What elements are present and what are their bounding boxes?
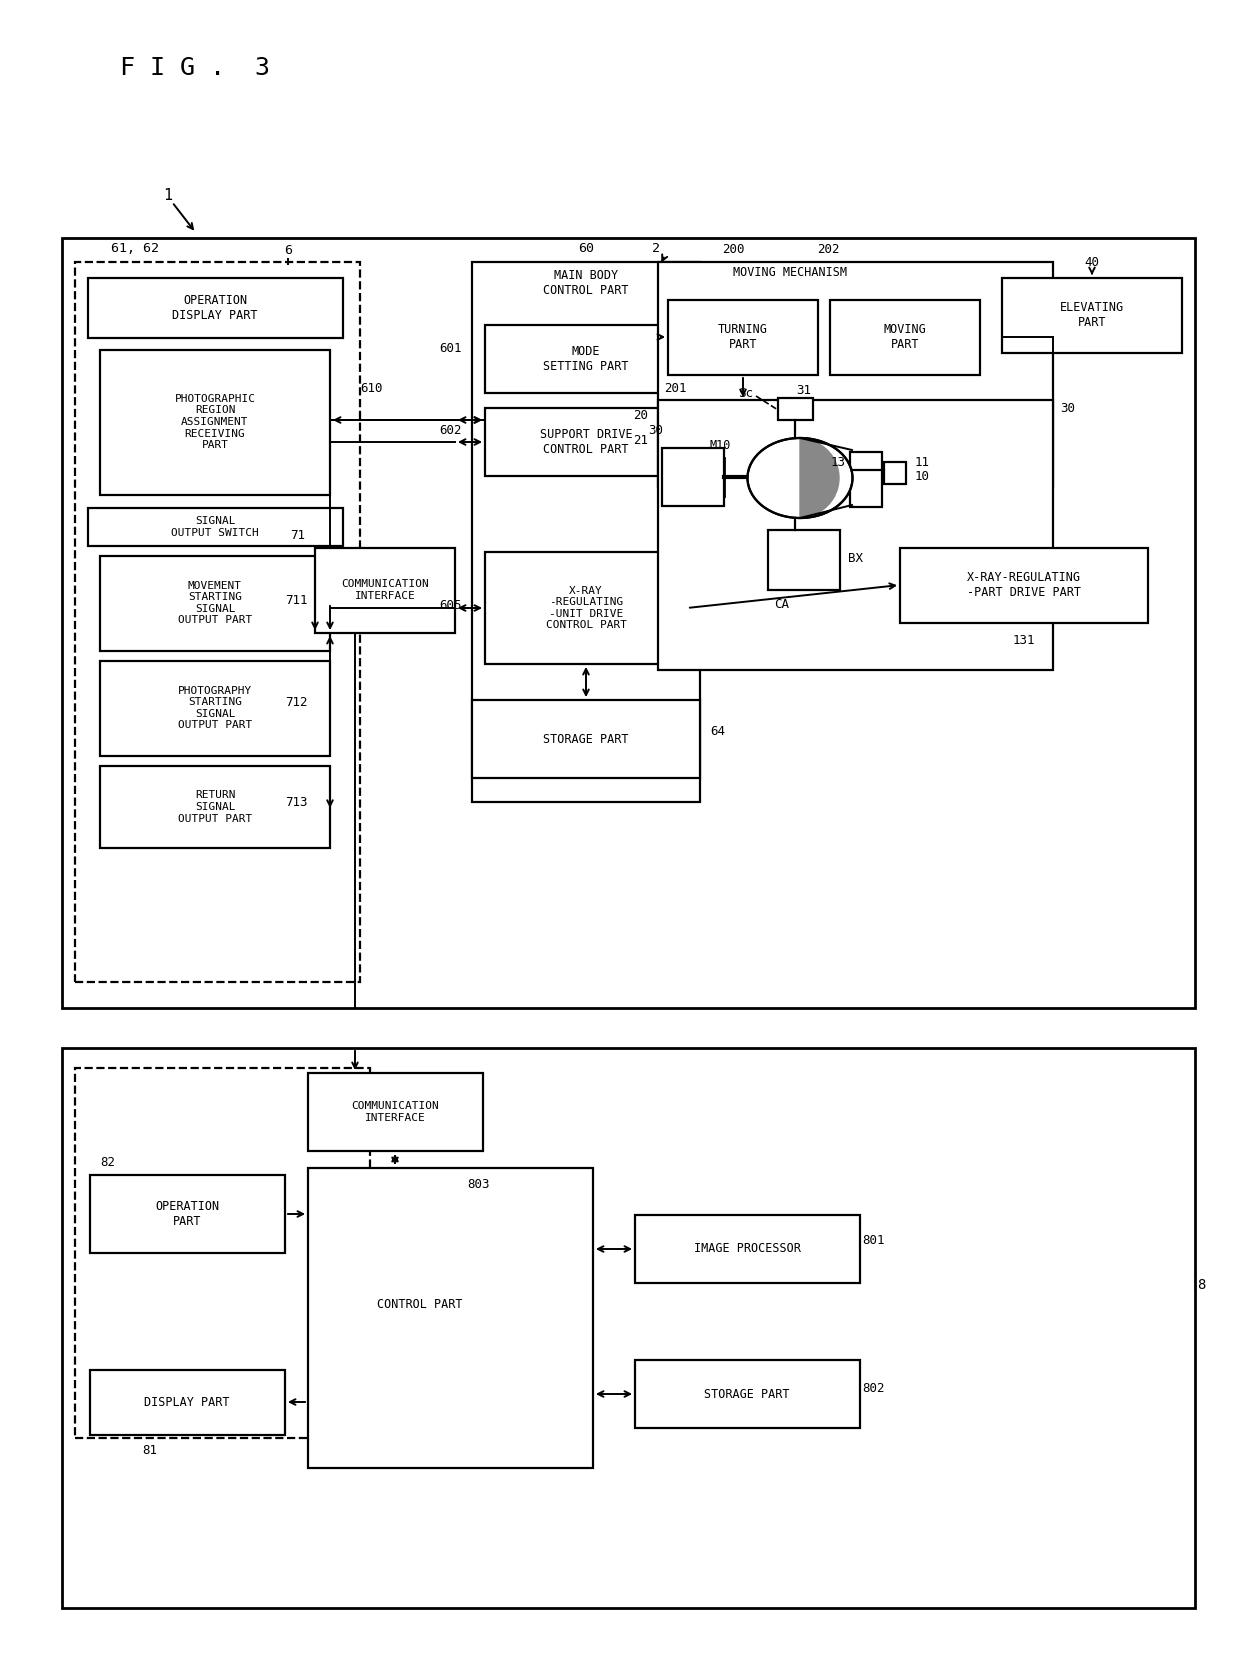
Bar <box>635 1215 861 1283</box>
Text: MOVEMENT
STARTING
SIGNAL
OUTPUT PART: MOVEMENT STARTING SIGNAL OUTPUT PART <box>177 580 252 625</box>
Bar <box>884 461 906 485</box>
Text: TURNING
PART: TURNING PART <box>718 323 768 352</box>
Text: SIGNAL
OUTPUT SWITCH: SIGNAL OUTPUT SWITCH <box>171 516 259 538</box>
Text: ELEVATING
PART: ELEVATING PART <box>1060 302 1125 328</box>
Text: 31: 31 <box>796 383 811 397</box>
Text: OPERATION
DISPLAY PART: OPERATION DISPLAY PART <box>172 293 258 322</box>
Text: BX: BX <box>848 551 863 565</box>
Text: 82: 82 <box>100 1156 115 1168</box>
Bar <box>768 530 839 590</box>
Text: MODE
SETTING PART: MODE SETTING PART <box>543 345 629 373</box>
Text: STORAGE PART: STORAGE PART <box>543 733 629 745</box>
Text: 713: 713 <box>285 795 308 808</box>
Text: PHOTOGRAPHY
STARTING
SIGNAL
OUTPUT PART: PHOTOGRAPHY STARTING SIGNAL OUTPUT PART <box>177 686 252 730</box>
Text: 202: 202 <box>817 243 839 255</box>
Text: 20: 20 <box>632 408 649 421</box>
Ellipse shape <box>748 438 853 518</box>
Text: X-RAY-REGULATING
-PART DRIVE PART: X-RAY-REGULATING -PART DRIVE PART <box>967 571 1081 600</box>
Bar <box>485 325 687 393</box>
Text: MOVING
PART: MOVING PART <box>884 323 926 352</box>
Bar <box>472 262 701 801</box>
Text: 201: 201 <box>663 382 687 395</box>
Bar <box>658 262 1053 486</box>
Text: COMMUNICATION
INTERFACE: COMMUNICATION INTERFACE <box>351 1101 439 1123</box>
Text: 711: 711 <box>285 593 308 606</box>
Bar <box>74 262 360 981</box>
Bar <box>62 238 1195 1008</box>
Bar <box>308 1168 593 1468</box>
Text: 21: 21 <box>632 433 649 446</box>
Text: 131: 131 <box>1013 633 1035 646</box>
Text: 200: 200 <box>722 243 744 255</box>
Text: 30: 30 <box>649 423 663 436</box>
Bar <box>472 700 701 778</box>
Bar <box>100 766 330 848</box>
Bar <box>100 556 330 651</box>
Bar <box>88 278 343 338</box>
Bar <box>308 1073 484 1151</box>
Bar <box>849 451 882 506</box>
Text: 60: 60 <box>578 242 594 255</box>
Bar <box>91 1369 285 1434</box>
Bar <box>485 551 687 665</box>
Text: 64: 64 <box>711 725 725 738</box>
Text: 13: 13 <box>831 455 846 468</box>
Text: CONTROL PART: CONTROL PART <box>377 1298 463 1311</box>
Bar <box>668 300 818 375</box>
Bar <box>900 548 1148 623</box>
Text: MAIN BODY
CONTROL PART: MAIN BODY CONTROL PART <box>543 268 629 297</box>
Text: M10: M10 <box>709 438 730 451</box>
Text: 71: 71 <box>290 528 305 541</box>
Wedge shape <box>800 440 839 516</box>
Text: STORAGE PART: STORAGE PART <box>704 1388 790 1401</box>
Text: 602: 602 <box>439 423 463 436</box>
Text: 712: 712 <box>285 695 308 708</box>
Bar <box>100 350 330 495</box>
Text: Sc: Sc <box>739 387 754 400</box>
Text: 30: 30 <box>1060 402 1075 415</box>
Text: 2: 2 <box>652 242 660 255</box>
Bar <box>830 300 980 375</box>
Text: COMMUNICATION
INTERFACE: COMMUNICATION INTERFACE <box>341 580 429 601</box>
Text: CA: CA <box>775 598 790 610</box>
Bar <box>635 1359 861 1428</box>
Text: 801: 801 <box>862 1233 884 1246</box>
Bar <box>658 400 1053 670</box>
Text: DISPLAY PART: DISPLAY PART <box>144 1396 229 1408</box>
Bar <box>777 398 813 420</box>
Text: IMAGE PROCESSOR: IMAGE PROCESSOR <box>693 1243 801 1256</box>
Text: X-RAY
-REGULATING
-UNIT DRIVE
CONTROL PART: X-RAY -REGULATING -UNIT DRIVE CONTROL PA… <box>546 586 626 630</box>
Text: 61, 62: 61, 62 <box>112 242 159 255</box>
Bar <box>88 508 343 546</box>
Text: 803: 803 <box>467 1178 490 1191</box>
Bar <box>74 1068 370 1438</box>
Text: SUPPORT DRIVE
CONTROL PART: SUPPORT DRIVE CONTROL PART <box>539 428 632 456</box>
Text: 11: 11 <box>915 455 930 468</box>
Text: 1: 1 <box>164 188 172 203</box>
Text: MOVING MECHANISM: MOVING MECHANISM <box>733 265 847 278</box>
Text: 605: 605 <box>439 598 463 611</box>
Text: 610: 610 <box>360 382 382 395</box>
Text: 81: 81 <box>143 1443 157 1456</box>
Bar <box>100 661 330 756</box>
Bar <box>315 548 455 633</box>
Text: F I G .  3: F I G . 3 <box>120 57 270 80</box>
Bar <box>91 1175 285 1253</box>
Text: RETURN
SIGNAL
OUTPUT PART: RETURN SIGNAL OUTPUT PART <box>177 790 252 823</box>
Bar <box>62 1048 1195 1608</box>
Text: 601: 601 <box>439 342 463 355</box>
Text: 802: 802 <box>862 1381 884 1394</box>
Bar <box>662 448 724 506</box>
Text: 6: 6 <box>284 243 291 257</box>
Text: 10: 10 <box>915 470 930 483</box>
Bar <box>485 408 687 476</box>
Text: PHOTOGRAPHIC
REGION
ASSIGNMENT
RECEIVING
PART: PHOTOGRAPHIC REGION ASSIGNMENT RECEIVING… <box>175 393 255 450</box>
Text: 8: 8 <box>1197 1278 1205 1293</box>
Text: 40: 40 <box>1085 255 1100 268</box>
Bar <box>1002 278 1182 353</box>
Text: OPERATION
PART: OPERATION PART <box>155 1200 219 1228</box>
